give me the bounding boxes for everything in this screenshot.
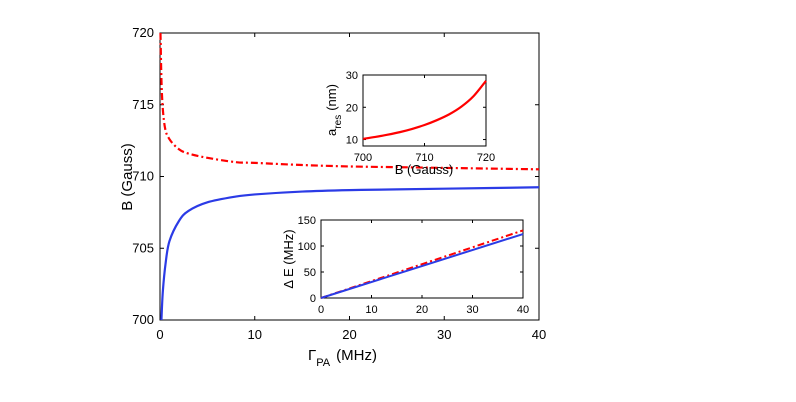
- inset-bottom-xtick-label: 0: [318, 304, 324, 316]
- inset-bottom-ytick-label: 50: [304, 267, 316, 279]
- inset-top-xtick-label: 710: [415, 152, 433, 164]
- inset-top-ylabel-symbol: a: [324, 128, 339, 136]
- inset-bottom-ytick-label: 150: [298, 215, 316, 227]
- main-xtick-label: 40: [532, 327, 546, 342]
- inset-top-xlabel: B (Gauss): [395, 162, 454, 177]
- main-ytick-label: 705: [132, 240, 154, 255]
- inset-bottom-series-lower: [320, 233, 524, 299]
- inset-top-frame: [362, 74, 487, 147]
- inset-top-ytick-label: 30: [346, 70, 358, 82]
- inset-top-ytick-label: 10: [346, 135, 358, 147]
- inset-bottom-frame: [320, 219, 524, 299]
- main-ylabel: B (Gauss): [119, 143, 136, 211]
- inset-bottom-xtick-label: 30: [466, 304, 478, 316]
- inset-bottom-ytick-label: 0: [310, 293, 316, 305]
- main-xlabel-subscript: PA: [316, 357, 331, 369]
- main-ytick-label: 710: [132, 169, 154, 184]
- inset-top-ylabel-unit: (nm): [324, 84, 339, 111]
- inset-bottom-xtick-label: 20: [416, 304, 428, 316]
- inset-top-xtick-label: 700: [354, 152, 372, 164]
- main-xlabel: ΓPA (MHz): [308, 347, 377, 369]
- inset-bottom-chart: 0 10 20 30 40 0 50 100 150 Δ E (MHz): [281, 215, 529, 316]
- main-series-lower-branch: [160, 186, 540, 321]
- main-ytick-label: 700: [132, 312, 154, 327]
- inset-top-chart: 700 710 720 10 20 30 ares (nm) B (Gauss): [324, 70, 495, 177]
- main-xtick-label: 20: [342, 327, 356, 342]
- inset-top-xtick-label: 720: [477, 152, 495, 164]
- inset-top-ytick-label: 20: [346, 102, 358, 114]
- main-xlabel-symbol: Γ: [308, 347, 316, 364]
- inset-bottom-xtick-label: 40: [517, 304, 529, 316]
- inset-bottom-xtick-label: 10: [365, 304, 377, 316]
- inset-bottom-ylabel: Δ E (MHz): [281, 229, 296, 288]
- main-ytick-label: 720: [132, 25, 154, 40]
- inset-top-ylabel: ares (nm): [324, 84, 344, 136]
- main-xtick-label: 30: [437, 327, 451, 342]
- main-ytick-label: 715: [132, 97, 154, 112]
- main-xlabel-unit: (MHz): [336, 347, 377, 364]
- main-xtick-label: 10: [248, 327, 262, 342]
- inset-top-series-a-res: [362, 80, 487, 140]
- inset-top-ylabel-subscript: res: [333, 115, 344, 129]
- inset-bottom-ytick-label: 100: [298, 241, 316, 253]
- main-xtick-label: 0: [156, 327, 163, 342]
